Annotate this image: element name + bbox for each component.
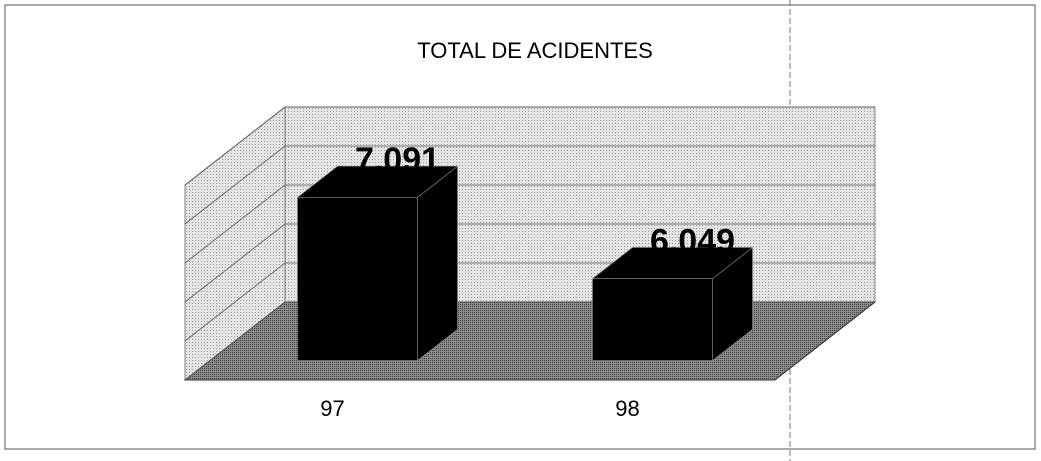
chart-border [4, 4, 1036, 450]
bar-side [417, 165, 458, 362]
grid-line [184, 145, 875, 225]
data-label: 7.091 [355, 141, 440, 179]
chart-title: TOTAL DE ACIDENTES [417, 38, 653, 63]
grid-line [184, 106, 875, 186]
x-tick-label: 98 [615, 396, 639, 421]
floor-right-edge [774, 301, 876, 381]
data-label: 6.049 [650, 222, 735, 260]
x-tick-label: 97 [320, 396, 344, 421]
floor [183, 301, 877, 381]
grid-line [184, 223, 875, 303]
grid-line [184, 184, 875, 264]
bar [592, 278, 713, 361]
bar [297, 197, 418, 361]
